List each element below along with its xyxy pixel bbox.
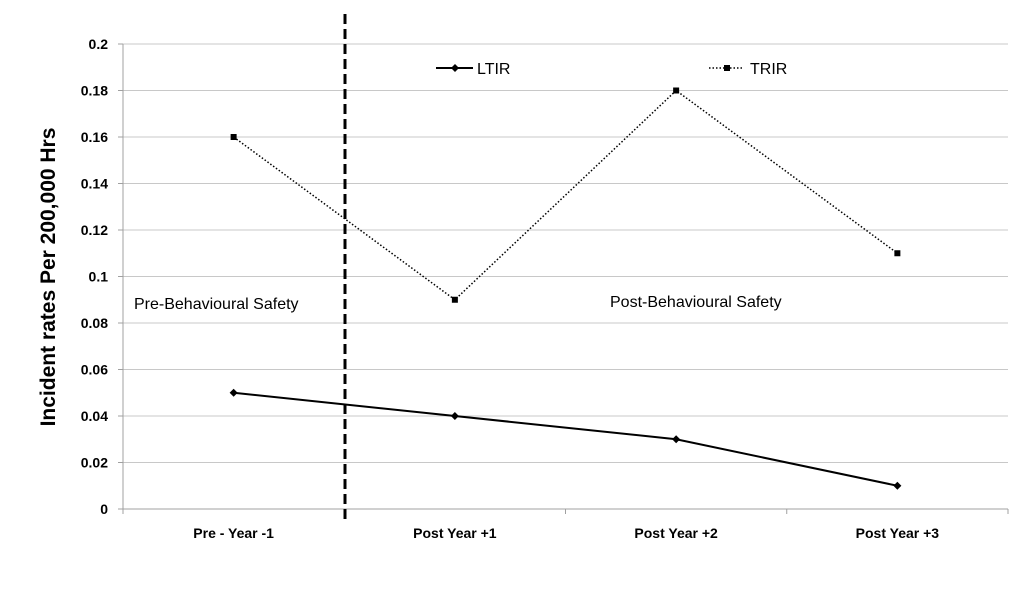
- y-tick-label: 0.1: [89, 269, 109, 285]
- data-point-ltir: [672, 435, 681, 444]
- series-line-trir: [233, 89, 898, 301]
- legend-trir-marker: [724, 65, 730, 71]
- data-point-ltir: [229, 388, 238, 397]
- legend-ltir-marker: [451, 64, 459, 72]
- y-tick-label: 0.14: [81, 176, 108, 192]
- y-tick-label: 0.06: [81, 362, 108, 378]
- x-tick-label: Pre - Year -1: [193, 525, 274, 541]
- y-tick-label: 0.18: [81, 83, 108, 99]
- x-tick-label: Post Year +3: [856, 525, 940, 541]
- y-tick-label: 0.02: [81, 455, 108, 471]
- legend-ltir-label: LTIR: [477, 61, 510, 78]
- y-tick-label: 0: [100, 501, 108, 517]
- x-tick-label: Post Year +1: [413, 525, 497, 541]
- y-tick-label: 0.08: [81, 315, 108, 331]
- annotation-post: Post-Behavioural Safety: [610, 294, 782, 311]
- data-point-trir: [230, 134, 237, 140]
- data-point-ltir: [893, 481, 902, 490]
- y-tick-label: 0.04: [81, 408, 108, 424]
- data-point-trir: [894, 250, 901, 257]
- y-tick-label: 0.16: [81, 129, 108, 145]
- legend: LTIR TRIR: [436, 61, 787, 78]
- x-axis-ticks: Pre - Year -1 Post Year +1 Post Year +2 Pos…: [122, 509, 1009, 541]
- data-point-ltir: [450, 412, 459, 420]
- series-group: [229, 87, 902, 490]
- y-axis-title: Incident rates Per 200,000 Hrs: [37, 128, 60, 427]
- x-tick-label: Post Year +2: [634, 525, 718, 541]
- y-tick-label: 0.2: [89, 36, 109, 52]
- gridlines: [123, 43, 1008, 463]
- legend-trir-label: TRIR: [750, 61, 787, 78]
- y-axis-ticks: 0 0.02 0.04 0.06 0.08 0.1 0.12 0.14 0.16 0.18 0.2: [81, 36, 123, 517]
- series-line-ltir: [233, 391, 898, 487]
- data-point-trir: [673, 87, 680, 94]
- y-tick-label: 0.12: [81, 222, 108, 238]
- annotation-pre: Pre-Behavioural Safety: [134, 296, 299, 313]
- data-point-trir: [451, 296, 458, 303]
